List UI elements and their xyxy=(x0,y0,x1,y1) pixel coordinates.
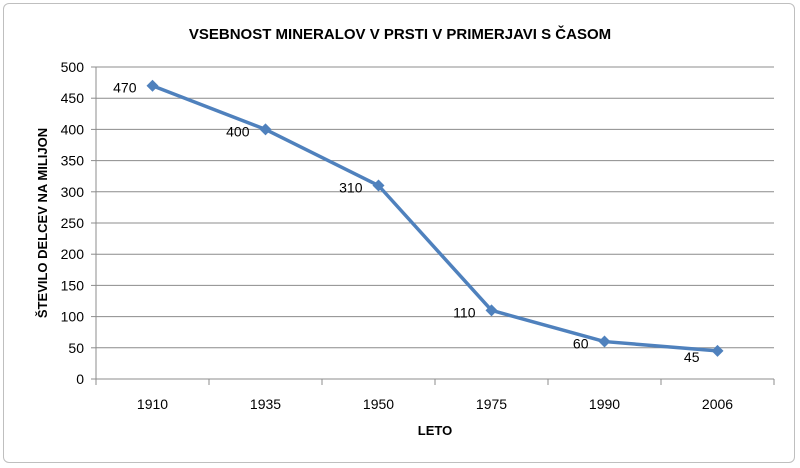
data-point-marker xyxy=(711,344,724,357)
x-tick-label: 2006 xyxy=(702,396,733,412)
data-labels: 470 400 310 110 60 45 xyxy=(113,80,700,365)
y-axis-title: ŠTEVILO DELCEV NA MILIJON xyxy=(35,128,50,318)
data-label: 60 xyxy=(573,336,589,352)
x-tick-label: 1950 xyxy=(363,396,394,412)
y-tick-label: 400 xyxy=(61,121,85,137)
data-point-marker xyxy=(146,79,159,92)
data-point-marker xyxy=(372,179,385,192)
y-tick-label: 200 xyxy=(61,246,85,262)
series-line-path xyxy=(151,84,718,353)
chart-frame xyxy=(3,3,795,463)
y-tick-label: 300 xyxy=(61,184,85,200)
y-tick-label: 350 xyxy=(61,153,85,169)
data-label: 310 xyxy=(339,180,363,196)
data-point-marker xyxy=(485,304,498,317)
axes xyxy=(91,66,775,385)
data-label: 110 xyxy=(453,304,476,320)
x-tick-label: 1975 xyxy=(476,396,507,412)
data-point-marker xyxy=(259,123,272,136)
y-tick-label: 0 xyxy=(76,371,84,387)
y-tick-label: 500 xyxy=(61,59,85,75)
x-tick-label: 1910 xyxy=(137,396,168,412)
y-tick-label: 250 xyxy=(61,215,85,231)
data-points xyxy=(146,79,724,357)
x-tick-label: 1990 xyxy=(589,396,620,412)
data-label: 400 xyxy=(226,123,250,139)
data-label: 470 xyxy=(113,80,137,96)
x-axis-title: LETO xyxy=(418,423,452,438)
x-tick-labels: 1910 1935 1950 1975 1990 2006 xyxy=(137,396,733,412)
y-tick-label: 100 xyxy=(61,309,85,325)
y-tick-labels: 0 50 100 150 200 250 300 350 400 450 500 xyxy=(61,59,85,387)
series-line xyxy=(151,84,718,353)
data-point-marker xyxy=(598,335,611,348)
grid-lines xyxy=(96,66,774,349)
y-tick-label: 50 xyxy=(68,340,84,356)
y-tick-label: 150 xyxy=(61,277,85,293)
chart-title: VSEBNOST MINERALOV V PRSTI V PRIMERJAVI … xyxy=(189,25,611,43)
data-label: 45 xyxy=(684,349,700,365)
x-tick-label: 1935 xyxy=(250,396,281,412)
y-tick-label: 450 xyxy=(61,90,85,106)
